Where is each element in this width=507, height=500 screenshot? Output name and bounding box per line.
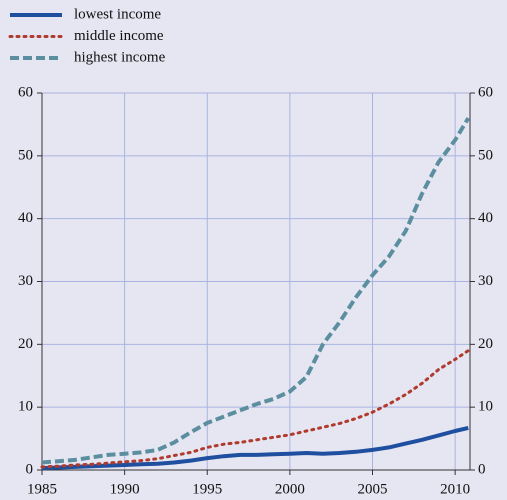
y2-tick-label: 40 [478,210,493,226]
y2-tick-label: 20 [478,336,493,352]
x-tick-label: 1995 [192,481,222,497]
y-tick-label: 20 [18,336,33,352]
x-tick-label: 2010 [440,481,470,497]
series-line [41,425,469,471]
legend-label: lowest income [74,6,161,22]
series-line [40,349,470,469]
y2-tick-label: 30 [478,273,493,289]
y2-tick-label: 60 [478,84,493,100]
y-tick-label: 40 [18,210,33,226]
y2-tick-label: 50 [478,147,493,163]
legend-label: middle income [74,28,164,44]
y-tick-label: 10 [18,399,33,415]
x-tick-label: 2000 [275,481,305,497]
x-tick-label: 1990 [110,481,140,497]
series-line [41,117,471,465]
y-tick-label: 30 [18,273,33,289]
y2-tick-label: 10 [478,399,493,415]
y-tick-label: 0 [26,461,34,477]
x-tick-label: 1985 [27,481,57,497]
x-tick-label: 2005 [358,481,388,497]
legend-label: highest income [74,49,166,65]
y2-tick-label: 0 [478,461,486,477]
y-tick-label: 60 [18,84,33,100]
y-tick-label: 50 [18,147,33,163]
